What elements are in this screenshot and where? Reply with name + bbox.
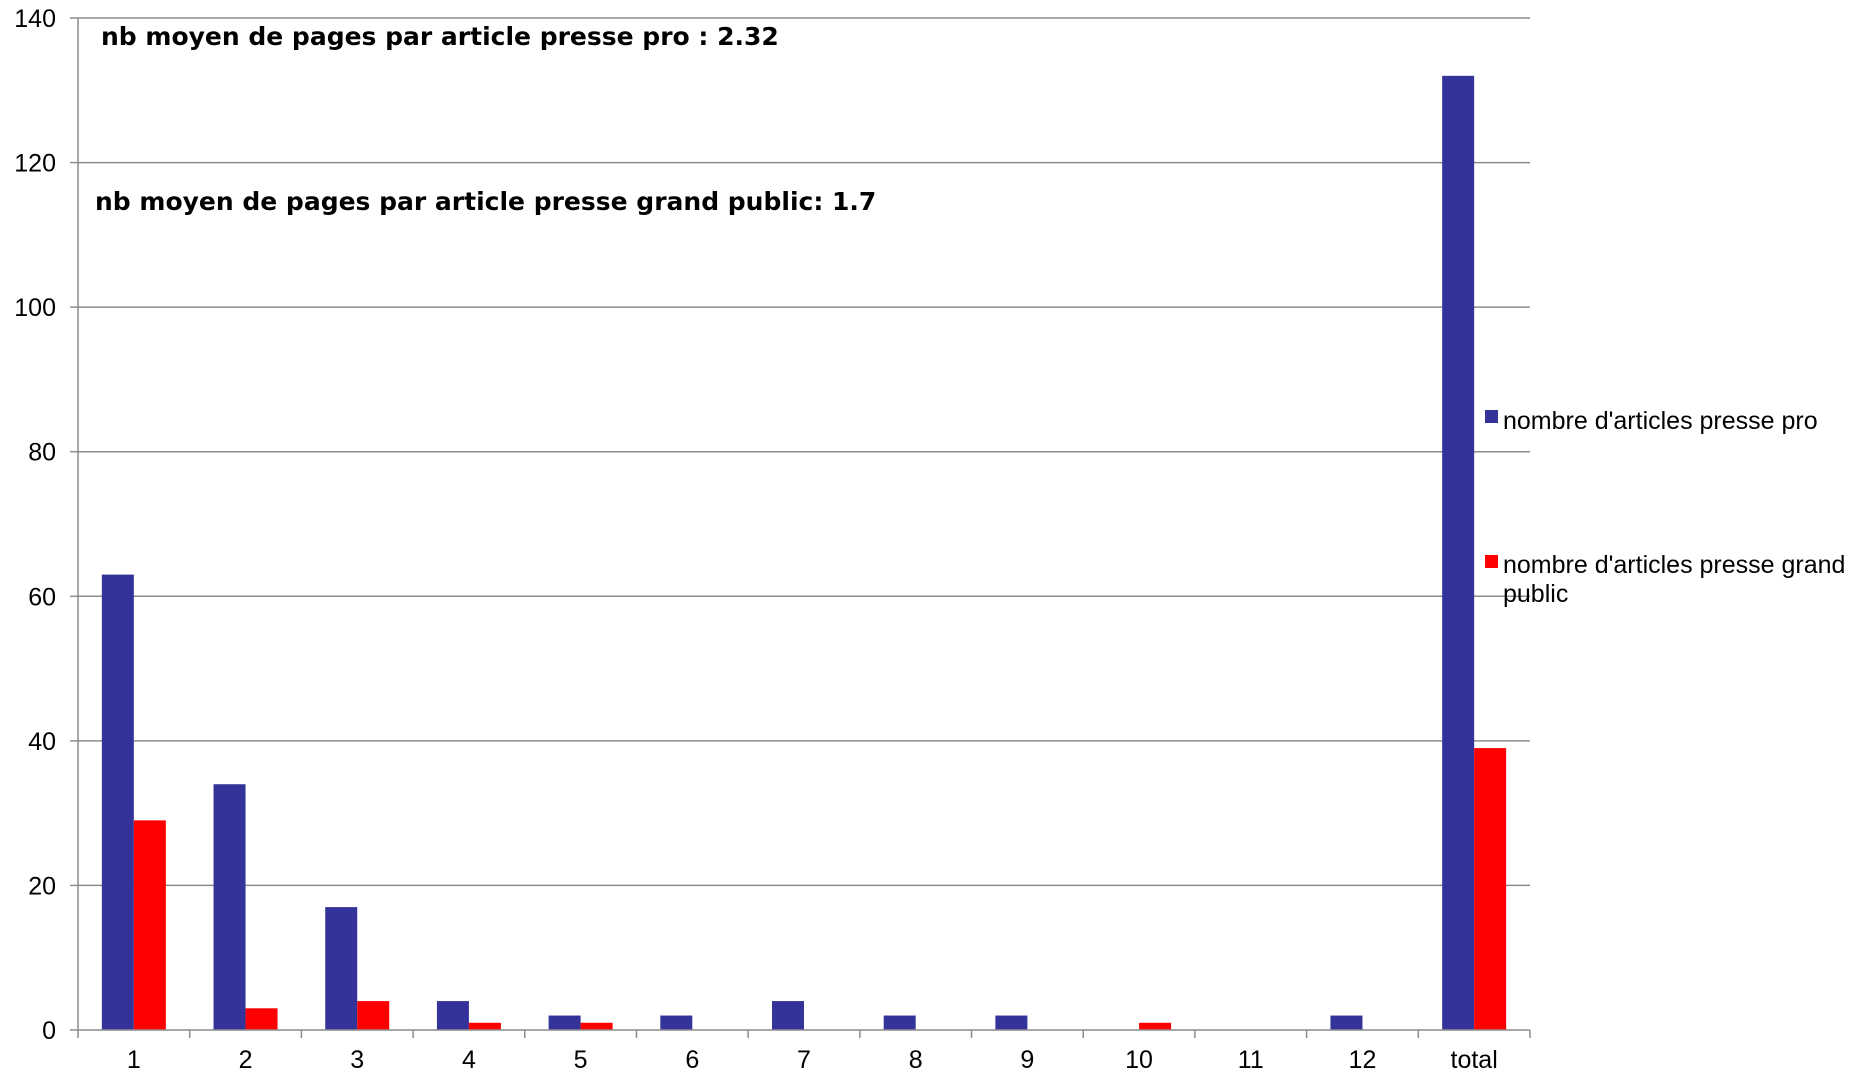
x-tick-label-2: 2 (239, 1046, 253, 1074)
y-tick-label-20: 20 (28, 872, 56, 900)
y-tick-label-0: 0 (42, 1017, 56, 1045)
bar-pro-3 (325, 907, 358, 1030)
bars (101, 75, 1507, 1031)
bar-pro-9 (995, 1015, 1028, 1030)
bar-pro-5 (548, 1015, 581, 1030)
annotation-grand-public-average: nb moyen de pages par article presse gra… (95, 187, 876, 216)
bar-grand-public-10 (1139, 1022, 1172, 1030)
x-tick-label-9: 9 (1020, 1046, 1034, 1074)
axes (70, 17, 1531, 1038)
bar-pro-6 (660, 1015, 693, 1030)
x-tick-label-10: 10 (1125, 1046, 1153, 1074)
legend: nombre d'articles presse pro nombre d'ar… (1485, 407, 1845, 608)
x-tick-label-1: 1 (127, 1046, 141, 1074)
bar-pro-total (1442, 75, 1475, 1031)
legend-label-grand-public-line1: nombre d'articles presse grand (1503, 551, 1845, 579)
legend-label-pro: nombre d'articles presse pro (1503, 407, 1818, 435)
bar-pro-7 (772, 1001, 804, 1030)
bar-grand-public-total (1474, 748, 1507, 1030)
x-tick-label-total: total (1451, 1046, 1498, 1074)
y-tick-label-140: 140 (14, 5, 56, 33)
bar-pro-12 (1330, 1015, 1363, 1030)
x-tick-label-12: 12 (1349, 1046, 1377, 1074)
x-tick-labels: 1 2 3 4 5 6 7 8 9 10 11 12 total (127, 1046, 1498, 1074)
bar-pro-2 (213, 784, 246, 1030)
bar-pro-4 (436, 1001, 469, 1030)
x-tick-label-3: 3 (350, 1046, 364, 1074)
x-tick-label-5: 5 (574, 1046, 588, 1074)
legend-label-grand-public-line2: public (1503, 580, 1568, 608)
y-tick-labels: 0 20 40 60 80 100 120 140 (14, 5, 56, 1045)
x-tick-label-4: 4 (462, 1046, 476, 1074)
bar-grand-public-4 (468, 1022, 501, 1030)
annotation-pro-average: nb moyen de pages par article presse pro… (101, 22, 779, 51)
y-tick-label-60: 60 (28, 583, 56, 611)
bar-pro-8 (883, 1015, 916, 1030)
gridlines (78, 17, 1530, 887)
y-tick-label-120: 120 (14, 150, 56, 178)
y-tick-label-40: 40 (28, 728, 56, 756)
legend-swatch-pro (1485, 410, 1498, 423)
y-tick-label-100: 100 (14, 294, 56, 322)
x-tick-label-7: 7 (797, 1046, 811, 1074)
bar-pro-1 (101, 574, 134, 1030)
bar-grand-public-5 (580, 1022, 613, 1030)
y-tick-label-80: 80 (28, 439, 56, 467)
bar-grand-public-3 (357, 1001, 390, 1030)
x-tick-label-11: 11 (1238, 1046, 1264, 1074)
bar-grand-public-1 (133, 820, 166, 1030)
x-tick-label-8: 8 (909, 1046, 923, 1074)
bar-grand-public-2 (245, 1008, 278, 1030)
x-tick-label-6: 6 (685, 1046, 699, 1074)
legend-swatch-grand-public (1485, 555, 1498, 568)
